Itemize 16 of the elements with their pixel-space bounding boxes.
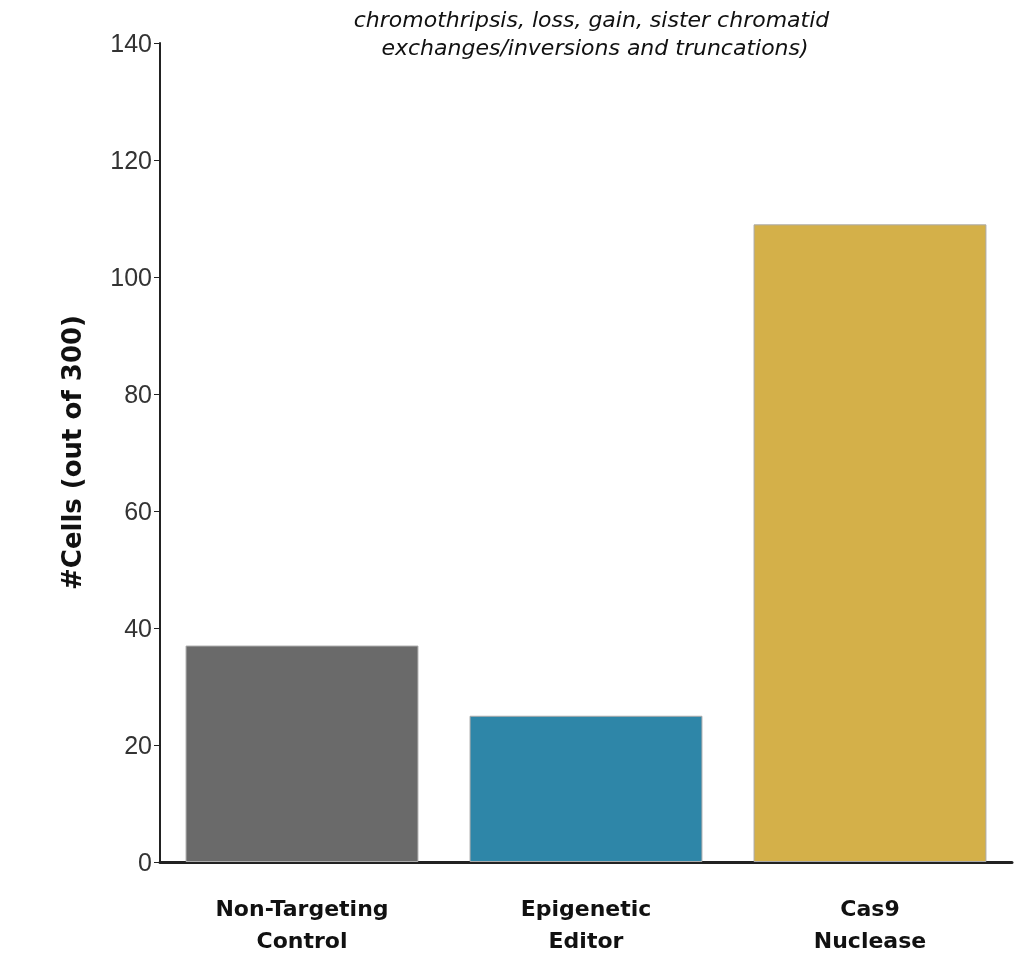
x-tick-label: Epigenetic Editor [520,895,652,953]
y-axis-title: #Cells (out of 300) [57,315,87,590]
bar [185,645,419,862]
chart-title: chromothripsis, loss, gain, sister chromatid exchanges/inversions and truncations) [353,6,837,60]
y-tick-label: 120 [110,146,152,174]
y-tick-label: 20 [124,731,152,759]
y-tick-label: 0 [138,848,152,876]
y-tick-label: 140 [110,29,152,57]
bar [469,715,703,862]
bar [753,224,987,862]
y-tick-label: 40 [124,614,152,642]
x-tick-label: Cas9 Nuclease [813,895,927,953]
x-tick-label: Non-Targeting Control [215,895,389,953]
y-tick-label: 100 [110,263,152,291]
y-tick-label: 80 [124,380,152,408]
y-tick-label: 60 [124,497,152,525]
